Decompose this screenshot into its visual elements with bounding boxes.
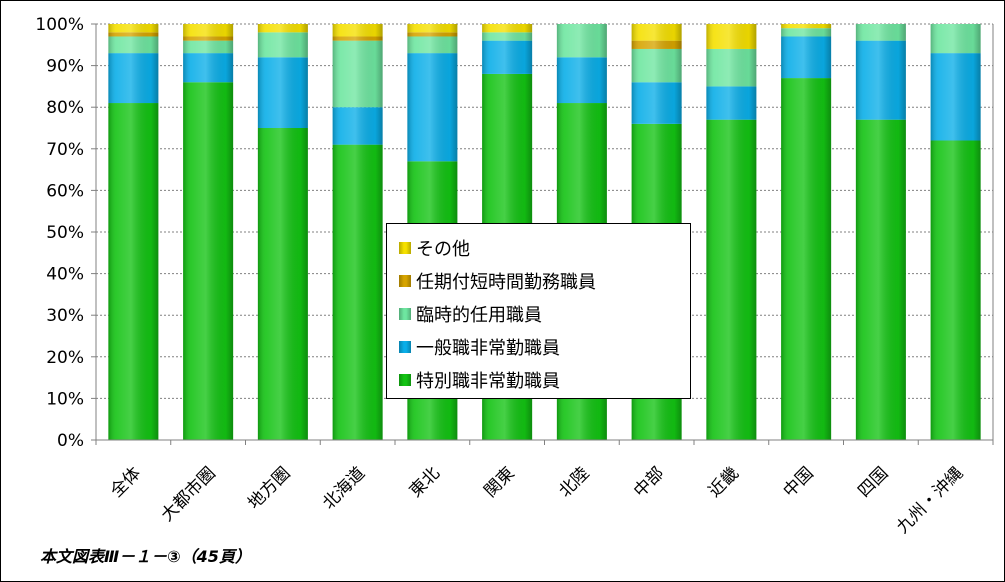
bar-shading-10-1 — [855, 40, 906, 120]
bar-shading-5-2 — [482, 32, 533, 41]
bar-shading-10-2 — [855, 24, 906, 41]
legend-swatch — [399, 373, 411, 386]
bar-shading-0-4 — [108, 24, 159, 33]
bar-shading-0-1 — [108, 53, 159, 104]
y-tick-label: 90% — [46, 57, 84, 77]
bar-shading-4-4 — [407, 24, 458, 33]
bar-shading-8-4 — [706, 24, 757, 49]
bar-shading-6-2 — [556, 24, 607, 58]
category-label: 中部 — [630, 463, 668, 501]
bar-shading-8-0 — [706, 119, 757, 441]
legend-label: 任期付短時間勤務職員 — [416, 271, 596, 293]
bar-shading-3-1 — [332, 107, 383, 145]
y-tick-label: 100% — [35, 15, 84, 35]
bar-shading-4-3 — [407, 32, 458, 37]
bar-shading-10-0 — [855, 119, 906, 441]
bar-shading-1-3 — [183, 36, 234, 41]
legend-item: 一般職非常勤職員 — [399, 330, 690, 363]
bar-shading-2-4 — [257, 24, 308, 33]
category-label: 東北 — [406, 463, 444, 501]
bar-shading-6-1 — [556, 57, 607, 104]
legend-item: 臨時的任用職員 — [399, 297, 690, 330]
bar-shading-11-0 — [930, 140, 981, 441]
legend-swatch — [399, 241, 411, 254]
legend-swatch — [399, 274, 411, 287]
category-label: 地方圏 — [244, 463, 294, 513]
bar-shading-7-2 — [631, 48, 682, 83]
legend-swatch — [399, 340, 411, 353]
bar-shading-0-0 — [108, 103, 159, 440]
bar-shading-0-2 — [108, 36, 159, 54]
bar-shading-1-1 — [183, 53, 234, 83]
bar-shading-7-3 — [631, 40, 682, 49]
bar-shading-3-0 — [332, 144, 383, 440]
y-tick-label: 70% — [46, 140, 84, 160]
legend-label: 特別職非常勤職員 — [416, 370, 560, 392]
y-tick-label: 80% — [46, 98, 84, 118]
bar-shading-11-2 — [930, 24, 981, 54]
bar-shading-4-1 — [407, 53, 458, 162]
bar-shading-3-3 — [332, 36, 383, 41]
bar-shading-2-2 — [257, 32, 308, 58]
bar-shading-7-4 — [631, 24, 682, 41]
y-tick-label: 50% — [46, 223, 84, 243]
legend-label: 臨時的任用職員 — [416, 304, 542, 326]
bar-shading-9-4 — [781, 24, 832, 29]
bar-shading-5-4 — [482, 24, 533, 33]
legend-item: その他 — [399, 231, 690, 264]
bar-shading-2-0 — [257, 128, 308, 440]
footnote: 本文図表Ⅲ－１－③（45頁） — [40, 547, 251, 566]
bar-shading-1-0 — [183, 82, 234, 441]
bar-shading-9-0 — [781, 78, 832, 440]
bar-shading-8-1 — [706, 86, 757, 120]
category-label: 中国 — [779, 463, 817, 501]
y-tick-label: 60% — [46, 181, 84, 201]
bar-shading-4-2 — [407, 36, 458, 54]
category-label: 近畿 — [705, 463, 743, 501]
bar-shading-3-2 — [332, 40, 383, 108]
y-tick-label: 20% — [46, 348, 84, 368]
y-tick-label: 10% — [46, 389, 84, 409]
category-label: 九州・沖縄 — [893, 463, 967, 537]
bar-shading-2-1 — [257, 57, 308, 128]
category-label: 大都市圏 — [157, 463, 219, 525]
legend-swatch — [399, 307, 411, 320]
bar-shading-1-2 — [183, 40, 234, 54]
bar-shading-9-2 — [781, 28, 832, 37]
bar-shading-9-1 — [781, 36, 832, 79]
legend-item: 特別職非常勤職員 — [399, 363, 690, 396]
category-label: 北陸 — [555, 463, 593, 501]
legend: その他任期付短時間勤務職員 臨時的任用職員 一般職非常勤職員 特別職非常勤職員 — [386, 223, 691, 399]
bar-shading-7-1 — [631, 82, 682, 124]
bar-shading-1-4 — [183, 24, 234, 37]
bar-shading-8-2 — [706, 48, 757, 87]
y-tick-label: 40% — [46, 265, 84, 285]
y-tick-label: 0% — [57, 431, 84, 451]
legend-label: その他 — [416, 238, 470, 260]
bar-shading-3-4 — [332, 24, 383, 37]
category-label: 全体 — [107, 463, 145, 501]
legend-label: 一般職非常勤職員 — [416, 337, 560, 359]
legend-item: 任期付短時間勤務職員 — [399, 264, 690, 297]
bar-shading-11-1 — [930, 53, 981, 141]
bar-shading-0-3 — [108, 32, 159, 37]
y-tick-label: 30% — [46, 306, 84, 326]
category-label: 四国 — [854, 463, 892, 501]
bar-shading-5-1 — [482, 40, 533, 74]
category-label: 北海道 — [319, 463, 369, 513]
category-label: 関東 — [480, 463, 518, 501]
